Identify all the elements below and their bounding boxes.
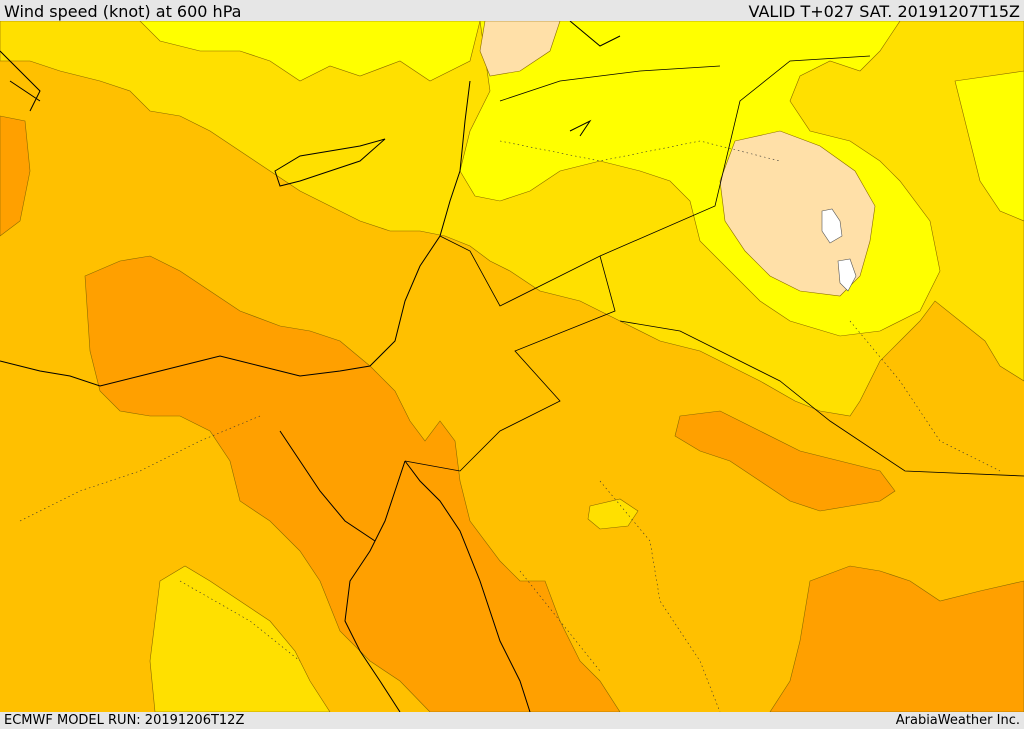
credit: ArabiaWeather Inc. [895, 713, 1020, 728]
wind-speed-map [0, 21, 1024, 712]
model-run: ECMWF MODEL RUN: 20191206T12Z [4, 713, 245, 728]
map-header: Wind speed (knot) at 600 hPa VALID T+027… [0, 0, 1024, 21]
internal-borders [19, 140, 1001, 712]
coastlines [0, 21, 621, 712]
valid-time: VALID T+027 SAT. 20191207T15Z [748, 2, 1020, 21]
orange-southeast [769, 565, 1024, 712]
white-spot-1 [821, 208, 843, 244]
map-footer: ECMWF MODEL RUN: 20191206T12Z ArabiaWeat… [0, 712, 1024, 729]
yellow-southwest [149, 565, 331, 712]
orange-west [0, 115, 31, 237]
map-title: Wind speed (knot) at 600 hPa [4, 2, 242, 21]
white-spot-2 [837, 258, 857, 292]
yellow-spot [587, 498, 639, 530]
orange-east-blob [674, 410, 896, 512]
borders [404, 55, 1024, 477]
orange-central [84, 255, 621, 712]
